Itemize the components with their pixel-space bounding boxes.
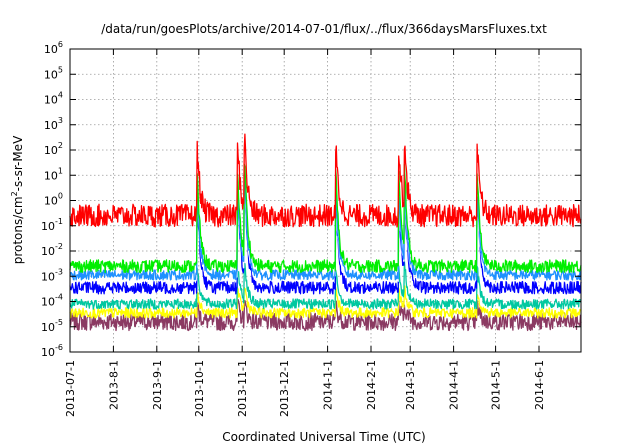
x-tick-label: 2014-1-1 bbox=[322, 360, 335, 410]
y-tick-label-exponent: -6 bbox=[55, 343, 63, 352]
x-tick-label: 2013-11-1 bbox=[236, 360, 249, 417]
y-tick-label-exponent: 6 bbox=[58, 40, 63, 49]
ticks: 10-610-510-410-310-210-11001011021031041… bbox=[41, 40, 581, 417]
x-tick-label: 2014-4-1 bbox=[448, 360, 461, 410]
y-tick-label-base: 10 bbox=[41, 296, 55, 309]
x-axis-label: Coordinated Universal Time (UTC) bbox=[222, 430, 425, 444]
y-tick-label: 101 bbox=[44, 166, 63, 182]
y-tick-label: 104 bbox=[44, 91, 63, 107]
x-tick-label: 2014-3-1 bbox=[404, 360, 417, 410]
y-tick-label-exponent: -4 bbox=[55, 293, 63, 302]
y-tick-label-exponent: -1 bbox=[55, 217, 63, 226]
y-tick-label: 10-3 bbox=[41, 267, 63, 283]
y-tick-label-exponent: 4 bbox=[58, 91, 63, 100]
x-tick-label: 2013-9-1 bbox=[151, 360, 164, 410]
y-tick-label-base: 10 bbox=[44, 94, 58, 107]
y-tick-label: 10-2 bbox=[41, 242, 63, 258]
y-tick-label-exponent: 3 bbox=[58, 116, 63, 125]
y-tick-label-base: 10 bbox=[44, 169, 58, 182]
y-tick-label-base: 10 bbox=[41, 270, 55, 283]
series-line bbox=[69, 260, 582, 310]
x-tick-label: 2014-2-1 bbox=[365, 360, 378, 410]
y-tick-label-base: 10 bbox=[41, 220, 55, 233]
y-tick-label: 10-4 bbox=[41, 293, 63, 309]
y-tick-label: 102 bbox=[44, 141, 63, 157]
y-tick-label-exponent: 5 bbox=[58, 65, 63, 74]
x-tick-label: 2013-8-1 bbox=[107, 360, 120, 410]
chart-title: /data/run/goesPlots/archive/2014-07-01/f… bbox=[101, 22, 547, 36]
y-axis-label-superscript: 2 bbox=[10, 191, 19, 196]
series-line bbox=[69, 133, 582, 228]
series-line bbox=[69, 174, 582, 295]
y-tick-label-base: 10 bbox=[41, 346, 55, 359]
y-tick-label-exponent: -5 bbox=[55, 318, 63, 327]
y-tick-label-base: 10 bbox=[44, 195, 58, 208]
y-tick-label: 10-1 bbox=[41, 217, 63, 233]
series-line bbox=[69, 163, 582, 274]
y-tick-label-base: 10 bbox=[44, 68, 58, 81]
x-tick-label: 2013-12-1 bbox=[278, 360, 291, 417]
series-group bbox=[69, 133, 582, 332]
x-tick-label: 2014-6-1 bbox=[533, 360, 546, 410]
y-tick-label: 106 bbox=[44, 40, 63, 56]
x-tick-label: 2013-07-1 bbox=[64, 360, 77, 417]
y-tick-label-base: 10 bbox=[44, 119, 58, 132]
y-tick-label-exponent: -3 bbox=[55, 267, 63, 276]
y-tick-label-base: 10 bbox=[44, 144, 58, 157]
y-tick-label: 10-6 bbox=[41, 343, 63, 359]
y-tick-label-base: 10 bbox=[44, 43, 58, 56]
y-tick-label-base: 10 bbox=[41, 245, 55, 258]
y-tick-label-exponent: 2 bbox=[58, 141, 63, 150]
y-tick-label: 103 bbox=[44, 116, 63, 132]
y-tick-label: 100 bbox=[44, 192, 63, 208]
y-tick-label-exponent: -2 bbox=[55, 242, 63, 251]
y-tick-label: 105 bbox=[44, 65, 63, 81]
x-tick-label: 2013-10-1 bbox=[193, 360, 206, 417]
y-axis-label-part-1: protons/cm bbox=[11, 196, 25, 264]
y-axis-label-part-2: -s-sr-MeV bbox=[11, 135, 25, 191]
x-tick-label: 2014-5-1 bbox=[490, 360, 503, 410]
y-tick-label-exponent: 0 bbox=[58, 192, 63, 201]
y-tick-label-base: 10 bbox=[41, 321, 55, 334]
y-tick-label-exponent: 1 bbox=[58, 166, 63, 175]
series-line bbox=[69, 285, 582, 319]
y-axis-label: protons/cm2-s-sr-MeV bbox=[10, 135, 25, 264]
y-tick-label: 10-5 bbox=[41, 318, 63, 334]
svg-text:protons/cm2-s-sr-MeV: protons/cm2-s-sr-MeV bbox=[10, 135, 25, 264]
series-line bbox=[69, 175, 582, 281]
